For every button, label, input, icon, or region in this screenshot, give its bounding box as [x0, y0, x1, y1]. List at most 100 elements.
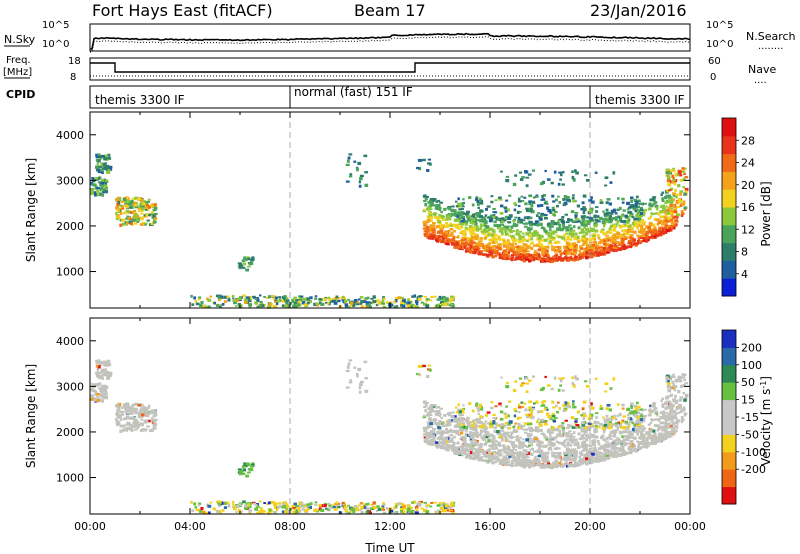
colorbar-tick-label: 20 [741, 179, 755, 192]
velocity-pixel [539, 445, 543, 448]
velocity-pixel [661, 410, 666, 414]
velocity-pixel [464, 448, 468, 451]
velocity-pixel [507, 448, 510, 452]
power-pixel [428, 236, 432, 240]
velocity-pixel [557, 453, 561, 457]
power-pixel [525, 176, 530, 179]
power-pixel [569, 230, 573, 233]
power-pixel [665, 194, 669, 197]
power-pixel [100, 184, 104, 188]
power-pixel [278, 296, 282, 299]
velocity-pixel [612, 454, 616, 459]
power-pixel [536, 244, 540, 247]
power-pixel [469, 232, 474, 236]
power-pixel [461, 236, 465, 240]
power-pixel [550, 235, 554, 239]
velocity-pixel [483, 452, 488, 456]
power-pixel [513, 202, 517, 205]
power-pixel [539, 214, 544, 217]
velocity-pixel [629, 432, 634, 436]
power-pixel [442, 238, 445, 241]
power-pixel [583, 223, 588, 227]
power-pixel [643, 236, 647, 239]
velocity-pixel [554, 456, 558, 459]
power-pixel [237, 262, 242, 265]
power-pixel [643, 209, 647, 212]
power-pixel [471, 218, 476, 222]
power-pixel [514, 242, 518, 246]
power-pixel [427, 201, 430, 204]
velocity-pixel [561, 464, 564, 468]
power-pixel [552, 208, 556, 211]
power-pixel [648, 202, 652, 206]
velocity-pixel [356, 374, 359, 378]
power-pixel [517, 204, 521, 207]
velocity-pixel [287, 510, 291, 514]
power-pixel [346, 305, 351, 309]
velocity-pixel [563, 454, 568, 458]
velocity-pixel [380, 508, 384, 511]
power-pixel [550, 259, 555, 264]
power-pixel [659, 205, 663, 209]
power-pixel [153, 206, 158, 210]
power-pixel [631, 221, 635, 226]
velocity-pixel [417, 501, 422, 505]
velocity-pixel [565, 427, 570, 430]
power-pixel [661, 231, 664, 235]
velocity-pixel [116, 420, 120, 423]
velocity-pixel [479, 431, 483, 434]
power-pixel [119, 218, 123, 222]
velocity-pixel [541, 455, 545, 458]
power-pixel [483, 248, 488, 251]
power-pixel [527, 173, 531, 176]
power-pixel [529, 256, 533, 260]
velocity-pixel [245, 463, 249, 467]
velocity-pixel [314, 501, 318, 504]
velocity-pixel [550, 441, 554, 445]
velocity-pixel [635, 414, 638, 417]
power-pixel [528, 254, 533, 258]
velocity-pixel [150, 419, 154, 422]
power-pixel [596, 220, 601, 223]
power-pixel [154, 212, 158, 216]
power-pixel [478, 197, 482, 200]
power-pixel [215, 304, 220, 307]
power-pixel [605, 231, 608, 234]
power-pixel [355, 303, 360, 306]
power-pixel [681, 212, 685, 216]
power-pixel [576, 240, 581, 243]
power-pixel [630, 196, 634, 199]
velocity-pixel [433, 410, 437, 413]
velocity-pixel [521, 441, 525, 445]
velocity-pixel [295, 510, 298, 514]
power-pixel [484, 236, 488, 240]
velocity-pixel [485, 452, 489, 456]
power-pixel [420, 301, 424, 304]
power-pixel [297, 303, 300, 306]
power-pixel [525, 209, 530, 213]
power-pixel [543, 214, 548, 216]
power-pixel [465, 237, 470, 240]
power-pixel [314, 295, 318, 298]
power-pixel [477, 202, 480, 206]
power-pixel [422, 208, 426, 211]
velocity-pixel [90, 395, 94, 399]
velocity-pixel [506, 431, 510, 434]
velocity-pixel [503, 425, 507, 428]
velocity-pixel [298, 502, 303, 505]
power-pixel [430, 295, 434, 298]
power-pixel [458, 214, 461, 217]
velocity-pixel [259, 506, 263, 510]
velocity-pixel [359, 382, 363, 387]
power-pixel [669, 218, 674, 222]
power-pixel [506, 245, 510, 248]
velocity-pixel [429, 430, 433, 434]
power-pixel [547, 222, 551, 226]
power-pixel [557, 247, 561, 251]
power-pixel [579, 221, 584, 224]
velocity-pixel [127, 412, 131, 415]
power-pixel [472, 241, 476, 244]
power-pixel [521, 235, 525, 239]
power-pixel [106, 165, 110, 168]
velocity-pixel [152, 424, 156, 428]
